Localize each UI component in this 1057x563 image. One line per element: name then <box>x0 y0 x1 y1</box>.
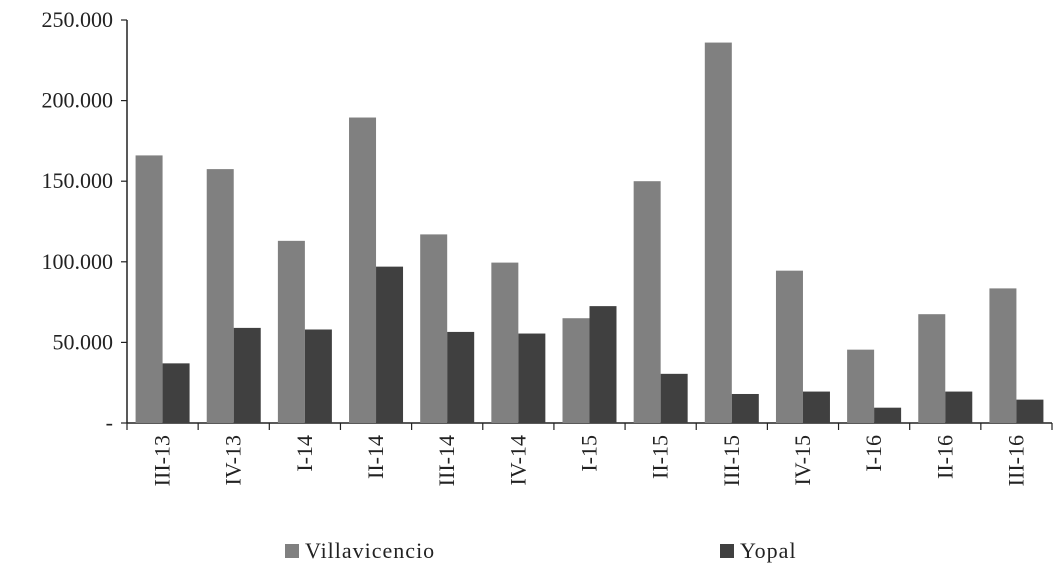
x-tick-label: IV-13 <box>221 435 246 486</box>
bar-yopal-iv-15 <box>802 391 830 423</box>
bar-villavicencio-iv-15 <box>775 270 803 423</box>
bar-villavicencio-ii-16 <box>918 314 946 423</box>
x-tick-label: I-15 <box>577 435 602 472</box>
bar-yopal-ii-15 <box>660 373 688 423</box>
bar-yopal-iii-14 <box>447 331 475 423</box>
y-tick-label: 50.000 <box>53 329 114 354</box>
x-tick-label: III-13 <box>150 435 175 486</box>
bar-yopal-iii-15 <box>731 393 759 423</box>
y-tick-label: 150.000 <box>42 168 114 193</box>
bar-villavicencio-i-14 <box>277 240 305 423</box>
y-tick-label: 250.000 <box>42 7 114 32</box>
bar-yopal-ii-16 <box>945 391 973 423</box>
bar-villavicencio-iii-15 <box>704 42 732 424</box>
x-tick-label: II-16 <box>932 435 957 479</box>
legend: Villavicencio Yopal <box>285 538 797 563</box>
bar-villavicencio-iv-14 <box>491 262 519 423</box>
x-tick-label: I-14 <box>292 435 317 472</box>
y-tick-label: 200.000 <box>42 88 114 113</box>
legend-swatch <box>720 544 734 558</box>
bar-villavicencio-iii-16 <box>989 288 1017 423</box>
bars <box>135 42 1044 424</box>
bar-villavicencio-i-15 <box>562 318 590 423</box>
bar-villavicencio-i-16 <box>847 349 875 423</box>
legend-label: Yopal <box>740 538 797 563</box>
x-tick-label: IV-14 <box>505 435 530 486</box>
x-tick-label: III-15 <box>719 435 744 486</box>
bar-yopal-iii-16 <box>1016 399 1044 423</box>
bar-yopal-iii-13 <box>162 363 190 423</box>
x-tick-label: III-14 <box>434 435 459 486</box>
x-tick-label: I-16 <box>861 435 886 472</box>
bar-yopal-i-16 <box>874 407 902 423</box>
y-tick-label: - <box>106 410 113 435</box>
legend-label: Villavicencio <box>305 538 435 563</box>
x-tick-label: II-14 <box>363 435 388 479</box>
bar-yopal-i-14 <box>304 329 332 423</box>
bar-villavicencio-iii-14 <box>420 234 448 423</box>
bar-villavicencio-ii-14 <box>349 117 377 423</box>
legend-swatch <box>285 544 299 558</box>
bar-villavicencio-iii-13 <box>135 155 163 423</box>
x-axis: III-13 IV-13 I-14 II-14 III-14 IV-14 I-15 II-15… <box>126 422 1053 486</box>
bar-yopal-ii-14 <box>376 266 404 423</box>
x-tick-label: IV-15 <box>790 435 815 486</box>
x-tick-label: III-16 <box>1003 435 1028 486</box>
bar-yopal-i-15 <box>589 306 617 423</box>
bar-villavicencio-ii-15 <box>633 181 661 423</box>
bar-yopal-iv-14 <box>518 333 546 423</box>
y-tick-label: 100.000 <box>42 249 114 274</box>
y-axis: - 50.000 100.000 150.000 200.000 250.000 <box>42 7 128 435</box>
bar-villavicencio-iv-13 <box>206 169 234 423</box>
x-tick-label: II-15 <box>648 435 673 479</box>
bar-yopal-iv-13 <box>233 327 261 423</box>
